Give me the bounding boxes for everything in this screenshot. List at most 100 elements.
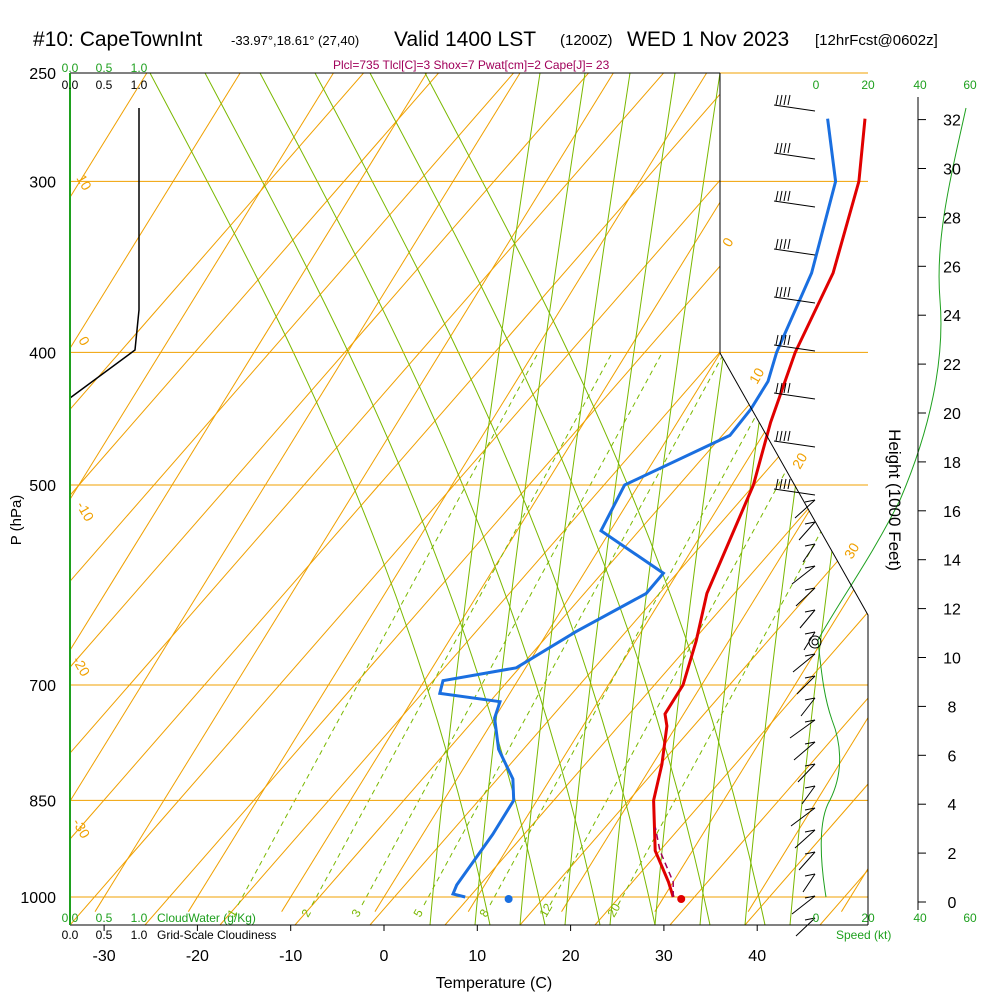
wind-barb-flag — [787, 94, 791, 106]
isotherm-line — [654, 73, 868, 912]
isotherm-label: -20 — [69, 654, 93, 680]
wind-barb-flag — [779, 430, 783, 442]
wind-barb — [795, 917, 816, 937]
wind-barb-staff — [773, 104, 816, 112]
height-tick-label: 8 — [948, 699, 957, 716]
speed-top-label: 0 — [813, 78, 820, 92]
wind-barb-staff — [790, 807, 816, 827]
station-title: #10: CapeTownInt — [33, 28, 203, 51]
pressure-tick-label: 300 — [29, 174, 56, 191]
wind-barb-flag — [775, 334, 779, 346]
dry-adiabat-line — [144, 73, 868, 925]
wind-barb — [801, 785, 816, 805]
wind-barb-staff — [796, 675, 816, 695]
wind-barb — [802, 543, 816, 563]
isotherm-line — [374, 73, 868, 912]
wind-barb — [794, 829, 816, 849]
mixing-ratio-label: 12 — [536, 901, 555, 920]
wind-barb-flag — [783, 142, 787, 154]
pressure-tick-label: 850 — [29, 793, 56, 810]
speed-bottom-label: 0 — [813, 911, 820, 925]
wind-barb-flag — [804, 807, 816, 811]
height-axis-label: Height (1000 Feet) — [885, 429, 904, 571]
isotherm-line — [94, 73, 614, 912]
wind-speed-profile — [817, 107, 967, 898]
wind-barb-flag — [775, 430, 779, 442]
wind-barb — [799, 609, 816, 629]
cloudwater-top-label: 0.0 — [62, 61, 79, 75]
speed-top-label: 60 — [963, 78, 977, 92]
x-tick-label: 20 — [562, 948, 580, 965]
wind-barb — [800, 697, 816, 717]
wind-barb-flag — [787, 142, 791, 154]
isotherm-label: 20 — [789, 450, 811, 472]
wind-barb-staff — [802, 873, 816, 893]
isotherm-label: 0 — [719, 235, 737, 250]
moist-adiabat-line — [429, 73, 541, 925]
height-tick-label: 26 — [943, 259, 961, 276]
height-tick-label: 22 — [943, 357, 961, 374]
isotherm-label: 30 — [841, 540, 863, 562]
cloudiness-bottom-label: 0.5 — [96, 928, 113, 942]
wind-barb — [773, 382, 816, 400]
moist-adiabat-line — [314, 73, 656, 925]
height-tick-label: 32 — [943, 113, 961, 130]
dry-adiabat-line — [970, 0, 1000, 925]
wind-barb-flag — [787, 286, 791, 298]
dry-adiabat-line — [744, 73, 868, 925]
wind-barb — [773, 478, 816, 496]
x-tick-label: -20 — [186, 948, 209, 965]
height-tick-label: 18 — [943, 455, 961, 472]
wind-barb-flag — [787, 430, 791, 442]
mixing-ratio-label: 2 — [298, 906, 314, 919]
cloudiness-top-label: 0.0 — [62, 78, 79, 92]
height-tick-label: 28 — [943, 210, 961, 227]
moist-adiabat-line — [149, 73, 491, 925]
speed-top-label: 20 — [861, 78, 875, 92]
cloudwater-label: CloudWater (g/Kg) — [157, 911, 256, 925]
isotherm-line — [841, 73, 868, 912]
cloudiness-top-label: 1.0 — [131, 78, 148, 92]
wind-barb-flag — [775, 286, 779, 298]
valid-date: WED 1 Nov 2023 — [627, 28, 790, 51]
height-tick-label: 6 — [948, 748, 957, 765]
pressure-tick-label: 1000 — [20, 890, 56, 907]
zulu-time: (1200Z) — [560, 32, 613, 49]
wind-barb-flag — [779, 478, 783, 490]
dry-adiabat-line — [70, 73, 868, 925]
wind-barb-staff — [791, 895, 816, 915]
valid-time: Valid 1400 LST — [394, 28, 537, 51]
wind-barb-staff — [803, 631, 816, 651]
isotherm-label: 10 — [73, 172, 95, 194]
wind-barb — [802, 873, 816, 893]
wind-barb-flag — [804, 785, 816, 789]
isotherm-label: 10 — [746, 365, 768, 387]
dry-adiabat-line — [669, 73, 868, 925]
wind-barb-flag — [804, 543, 816, 547]
wind-barb-flag — [787, 334, 791, 346]
plot-right-border — [719, 73, 869, 925]
speed-bottom-label: 40 — [913, 911, 927, 925]
wind-barb-flag — [804, 631, 816, 635]
wind-barb — [773, 238, 816, 256]
wind-barb — [797, 763, 816, 783]
moist-adiabat-line — [609, 73, 721, 925]
wind-barb — [773, 430, 816, 448]
cloudwater-bottom-label: 0.0 — [62, 911, 79, 925]
profiles — [69, 107, 967, 903]
mixing-ratio-label: 3 — [348, 906, 364, 919]
wind-barb-flag — [804, 587, 816, 591]
wind-barb — [773, 142, 816, 160]
wind-barbs — [773, 94, 816, 937]
wind-barb-flag — [779, 334, 783, 346]
height-tick-label: 24 — [943, 308, 961, 325]
wind-barb-flag — [783, 286, 787, 298]
isotherm-line — [70, 73, 521, 912]
moist-adiabat-line — [259, 73, 601, 925]
surface-dewpoint-dot — [504, 895, 513, 903]
wind-barb-flag — [804, 917, 816, 921]
dry-adiabat-line — [519, 73, 868, 925]
wind-barb — [773, 94, 816, 112]
x-tick-label: 40 — [748, 948, 766, 965]
wind-barb — [789, 719, 816, 739]
